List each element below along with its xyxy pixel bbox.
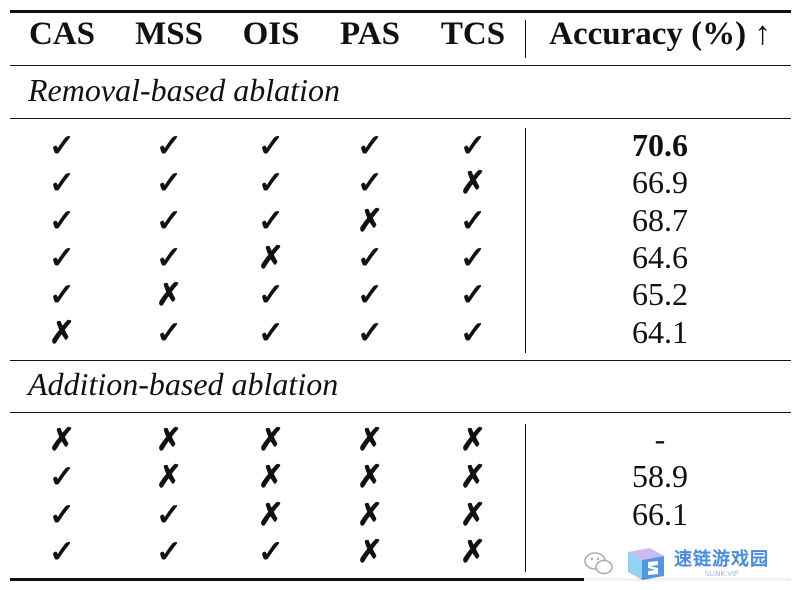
column-header-tcs: TCS	[440, 16, 506, 52]
check-mark-cell: ✓	[156, 314, 182, 350]
accuracy-cell: 68.7	[632, 201, 688, 238]
check-mark-cell: ✓	[49, 165, 75, 201]
cross-mark-cell: ✗	[156, 459, 182, 495]
check-mark-cell: ✓	[156, 202, 182, 238]
check-mark-cell: ✓	[49, 239, 75, 275]
bottom-rule	[10, 578, 791, 581]
cross-mark-cell: ✗	[156, 422, 182, 457]
check-mark-cell: ✓	[357, 314, 383, 350]
check-mark-cell: ✓	[49, 128, 75, 163]
check-mark-cell: ✓	[156, 533, 182, 569]
accuracy-cell: -	[654, 421, 666, 457]
cross-mark-cell: ✗	[357, 459, 383, 495]
check-mark-cell: ✓	[258, 314, 284, 350]
column-header-accuracy: Accuracy (%) ↑	[549, 16, 771, 52]
check-mark-cell: ✓	[460, 277, 486, 313]
top-rule	[10, 10, 791, 13]
check-mark-cell: ✓	[460, 128, 486, 163]
watermark: 速链游戏园 SLINK.VIP	[584, 540, 799, 588]
cross-mark-cell: ✗	[156, 277, 182, 313]
check-mark-cell: ✓	[357, 165, 383, 201]
column-header-ois: OIS	[242, 16, 300, 52]
check-mark-cell: ✓	[258, 128, 284, 163]
check-mark-cell: ✓	[460, 239, 486, 275]
column-header-pas: PAS	[340, 16, 400, 52]
accuracy-cell: 64.6	[632, 238, 688, 275]
accuracy-cell: 66.1	[632, 495, 688, 532]
accuracy-cell: 66.9	[632, 164, 688, 201]
watermark-title: 速链游戏园	[674, 548, 769, 570]
check-mark-cell: ✓	[49, 533, 75, 569]
accuracy-cell: 70.6	[632, 127, 688, 163]
cross-mark-cell: ✗	[357, 202, 383, 238]
section-title-removal: Removal-based ablation	[28, 72, 340, 108]
check-mark-cell: ✓	[460, 202, 486, 238]
check-mark-cell: ✓	[258, 202, 284, 238]
check-mark-cell: ✓	[156, 239, 182, 275]
check-mark-cell: ✓	[49, 496, 75, 532]
check-mark-cell: ✓	[357, 277, 383, 313]
column-header-cas: CAS	[28, 16, 96, 52]
cross-mark-cell: ✗	[460, 459, 486, 495]
check-mark-cell: ✓	[357, 128, 383, 163]
accuracy-cell: 58.9	[632, 458, 688, 495]
check-mark-cell: ✓	[49, 277, 75, 313]
section1-vertical-rule	[525, 128, 527, 353]
cross-mark-cell: ✗	[460, 496, 486, 532]
check-mark-cell: ✓	[357, 239, 383, 275]
column-header-mss: MSS	[135, 16, 203, 52]
cross-mark-cell: ✗	[49, 314, 75, 350]
header-rule	[10, 65, 791, 67]
section-title-addition: Addition-based ablation	[28, 366, 339, 402]
check-mark-cell: ✓	[258, 165, 284, 201]
check-mark-cell: ✓	[156, 496, 182, 532]
section2-vertical-rule	[525, 424, 527, 572]
header-vertical-rule	[525, 20, 527, 58]
cross-mark-cell: ✗	[258, 422, 284, 457]
check-mark-cell: ✓	[258, 533, 284, 569]
check-mark-cell: ✓	[156, 165, 182, 201]
cross-mark-cell: ✗	[460, 165, 486, 201]
section1-rule	[10, 118, 791, 120]
cross-mark-cell: ✗	[258, 459, 284, 495]
section-divider-rule	[10, 360, 791, 362]
cross-mark-cell: ✗	[357, 422, 383, 457]
cross-mark-cell: ✗	[357, 496, 383, 532]
cross-mark-cell: ✗	[258, 239, 284, 275]
cross-mark-cell: ✗	[460, 422, 486, 457]
site-logo-icon	[624, 546, 668, 582]
cross-mark-cell: ✗	[357, 533, 383, 569]
check-mark-cell: ✓	[258, 277, 284, 313]
cross-mark-cell: ✗	[49, 422, 75, 457]
cross-mark-cell: ✗	[258, 496, 284, 532]
check-mark-cell: ✓	[460, 314, 486, 350]
accuracy-cell: 65.2	[632, 276, 688, 313]
check-mark-cell: ✓	[156, 128, 182, 163]
watermark-subtitle: SLINK.VIP	[704, 569, 739, 578]
cross-mark-cell: ✗	[460, 533, 486, 569]
check-mark-cell: ✓	[49, 459, 75, 495]
section2-rule	[10, 412, 791, 414]
wechat-icon	[584, 552, 613, 575]
accuracy-cell: 64.1	[632, 313, 688, 350]
check-mark-cell: ✓	[49, 202, 75, 238]
